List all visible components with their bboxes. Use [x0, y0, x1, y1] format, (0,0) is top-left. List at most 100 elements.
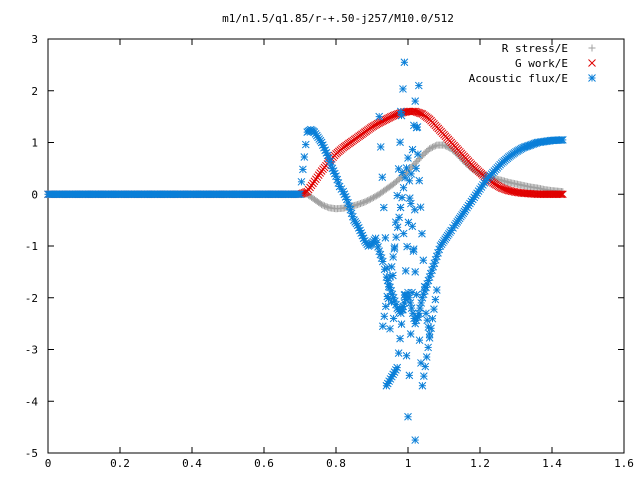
data-point [320, 202, 328, 210]
data-point [415, 176, 424, 185]
data-point [404, 412, 412, 421]
data-point [372, 192, 380, 200]
legend: R stress/E G work/E Acoustic flux/E [469, 42, 596, 85]
data-point [414, 150, 422, 158]
data-point [426, 145, 434, 153]
data-point [556, 190, 564, 199]
data-point [417, 359, 425, 367]
data-point [383, 292, 392, 301]
data-point [380, 312, 389, 321]
data-point [558, 190, 567, 199]
data-point [502, 185, 510, 194]
data-point [401, 173, 409, 182]
x-tick-label: 1.4 [542, 457, 562, 470]
data-point [427, 324, 435, 333]
data-point [361, 198, 369, 206]
data-point [381, 234, 390, 242]
data-point [367, 195, 375, 203]
data-point [402, 164, 411, 172]
data-point [375, 112, 384, 121]
x-tick-label: 1 [405, 457, 412, 470]
y-tick-label: 0 [31, 188, 38, 201]
data-point [399, 229, 408, 238]
data-point [389, 253, 398, 261]
data-point [316, 200, 324, 208]
data-point [408, 309, 417, 318]
data-point [500, 185, 509, 193]
data-point [393, 223, 402, 232]
legend-marker [588, 74, 596, 82]
data-point [381, 302, 390, 311]
data-point [299, 165, 307, 174]
y-tick-label: 1 [31, 137, 38, 150]
data-point [386, 324, 394, 333]
data-point [416, 203, 425, 212]
legend-marker [588, 59, 596, 67]
data-point [392, 233, 400, 242]
data-point [395, 213, 403, 222]
data-point [427, 144, 435, 152]
data-point [399, 183, 408, 192]
legend-marker [588, 44, 596, 52]
data-point [416, 304, 424, 312]
data-point [431, 142, 439, 150]
legend-label: R stress/E [502, 42, 568, 55]
data-point [301, 140, 310, 149]
data-point [356, 200, 364, 208]
data-point [431, 295, 440, 304]
data-point [319, 201, 327, 209]
series-2 [44, 107, 567, 199]
legend-label: Acoustic flux/E [469, 72, 568, 85]
data-point [497, 184, 506, 192]
series-3 [44, 58, 567, 444]
data-point [411, 268, 420, 276]
data-point [411, 97, 420, 105]
data-point [402, 351, 411, 360]
data-point [401, 267, 410, 275]
data-point [414, 313, 422, 322]
data-point [405, 194, 414, 202]
data-point [408, 222, 417, 231]
data-point [358, 199, 366, 207]
data-point [364, 197, 372, 205]
data-point [414, 81, 423, 90]
data-point [418, 381, 427, 390]
data-point [415, 336, 424, 345]
data-point [397, 320, 406, 328]
y-tick-label: 3 [31, 33, 38, 46]
data-point [396, 138, 404, 147]
data-point [411, 159, 419, 167]
data-point [425, 334, 434, 342]
data-point [355, 200, 363, 208]
data-point [421, 362, 430, 371]
data-point [300, 153, 309, 161]
data-point [412, 123, 421, 132]
data-point [378, 257, 387, 266]
data-point [405, 176, 414, 185]
y-tick-label: -3 [25, 344, 38, 357]
data-point [405, 371, 414, 380]
x-tick-label: 0.4 [182, 457, 202, 470]
chart-title: m1/n1.5/q1.85/r-+.50-j257/M10.0/512 [222, 12, 454, 25]
data-point [419, 256, 428, 265]
plot-frame [47, 38, 625, 454]
data-point [558, 136, 567, 144]
data-point [365, 196, 373, 204]
y-tick-label: -5 [25, 447, 38, 460]
data-point [417, 299, 426, 307]
data-point [378, 322, 387, 331]
x-tick-label: 0 [45, 457, 52, 470]
data-point [407, 304, 416, 312]
data-point [383, 264, 391, 273]
data-point [418, 229, 426, 238]
data-point [396, 203, 405, 212]
data-point [415, 109, 424, 117]
data-point [359, 199, 367, 207]
data-point [410, 161, 418, 169]
data-point [322, 202, 330, 210]
data-point [354, 201, 362, 209]
data-point [411, 436, 420, 444]
data-point [371, 234, 380, 243]
data-point [389, 314, 398, 323]
